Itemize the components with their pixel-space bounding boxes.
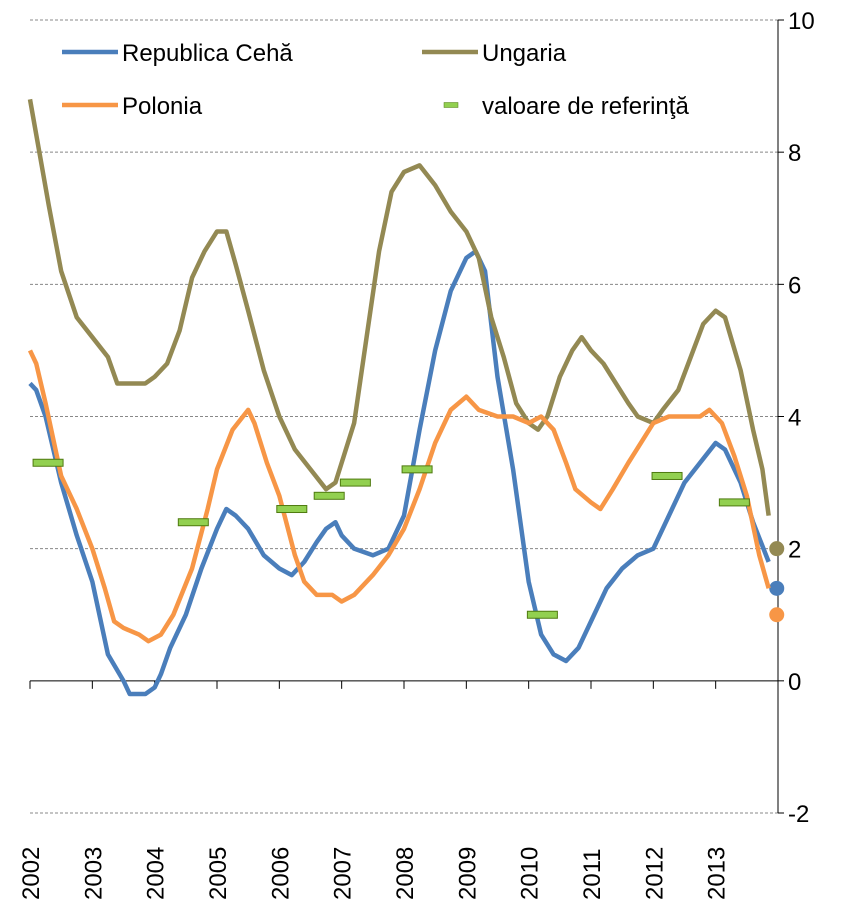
- y-tick-label: 0: [788, 669, 801, 696]
- x-tick-label: 2009: [454, 847, 481, 900]
- x-tick-label: 2007: [330, 847, 357, 900]
- reference-mark: [313, 491, 345, 500]
- x-tick-label: 2008: [392, 847, 419, 900]
- reference-mark: [651, 471, 683, 480]
- y-tick-label: 4: [788, 405, 801, 432]
- end-point: [769, 607, 785, 623]
- reference-mark: [32, 458, 64, 467]
- legend-label: Republica Cehă: [122, 40, 293, 67]
- reference-mark: [339, 478, 371, 487]
- legend-swatch: [443, 102, 459, 108]
- y-tick-label: -2: [788, 801, 809, 828]
- reference-mark: [276, 505, 308, 514]
- y-tick-label: 10: [788, 8, 815, 35]
- x-tick-label: 2012: [641, 847, 668, 900]
- reference-mark: [526, 610, 558, 619]
- legend-label: Ungaria: [482, 40, 567, 67]
- x-tick-label: 2006: [267, 847, 294, 900]
- x-tick-label: 2011: [579, 848, 606, 900]
- series-line: [27, 98, 771, 516]
- reference-mark: [401, 465, 433, 474]
- legend-label: Polonia: [122, 93, 203, 120]
- series-line: [27, 349, 771, 644]
- x-tick-label: 2013: [704, 847, 731, 900]
- x-tick-label: 2004: [143, 847, 170, 900]
- x-tick-label: 2003: [80, 847, 107, 900]
- reference-mark: [718, 498, 750, 507]
- legend-label: valoare de referinţă: [482, 93, 689, 120]
- y-tick-label: 2: [788, 537, 801, 564]
- y-tick-label: 8: [788, 140, 801, 167]
- end-point: [769, 580, 785, 596]
- y-tick-label: 6: [788, 272, 801, 299]
- x-tick-label: 2002: [18, 847, 45, 900]
- x-tick-label: 2010: [517, 847, 544, 900]
- reference-mark: [177, 518, 209, 527]
- series-line: [28, 249, 771, 697]
- end-point: [769, 541, 785, 557]
- x-tick-label: 2005: [205, 847, 232, 900]
